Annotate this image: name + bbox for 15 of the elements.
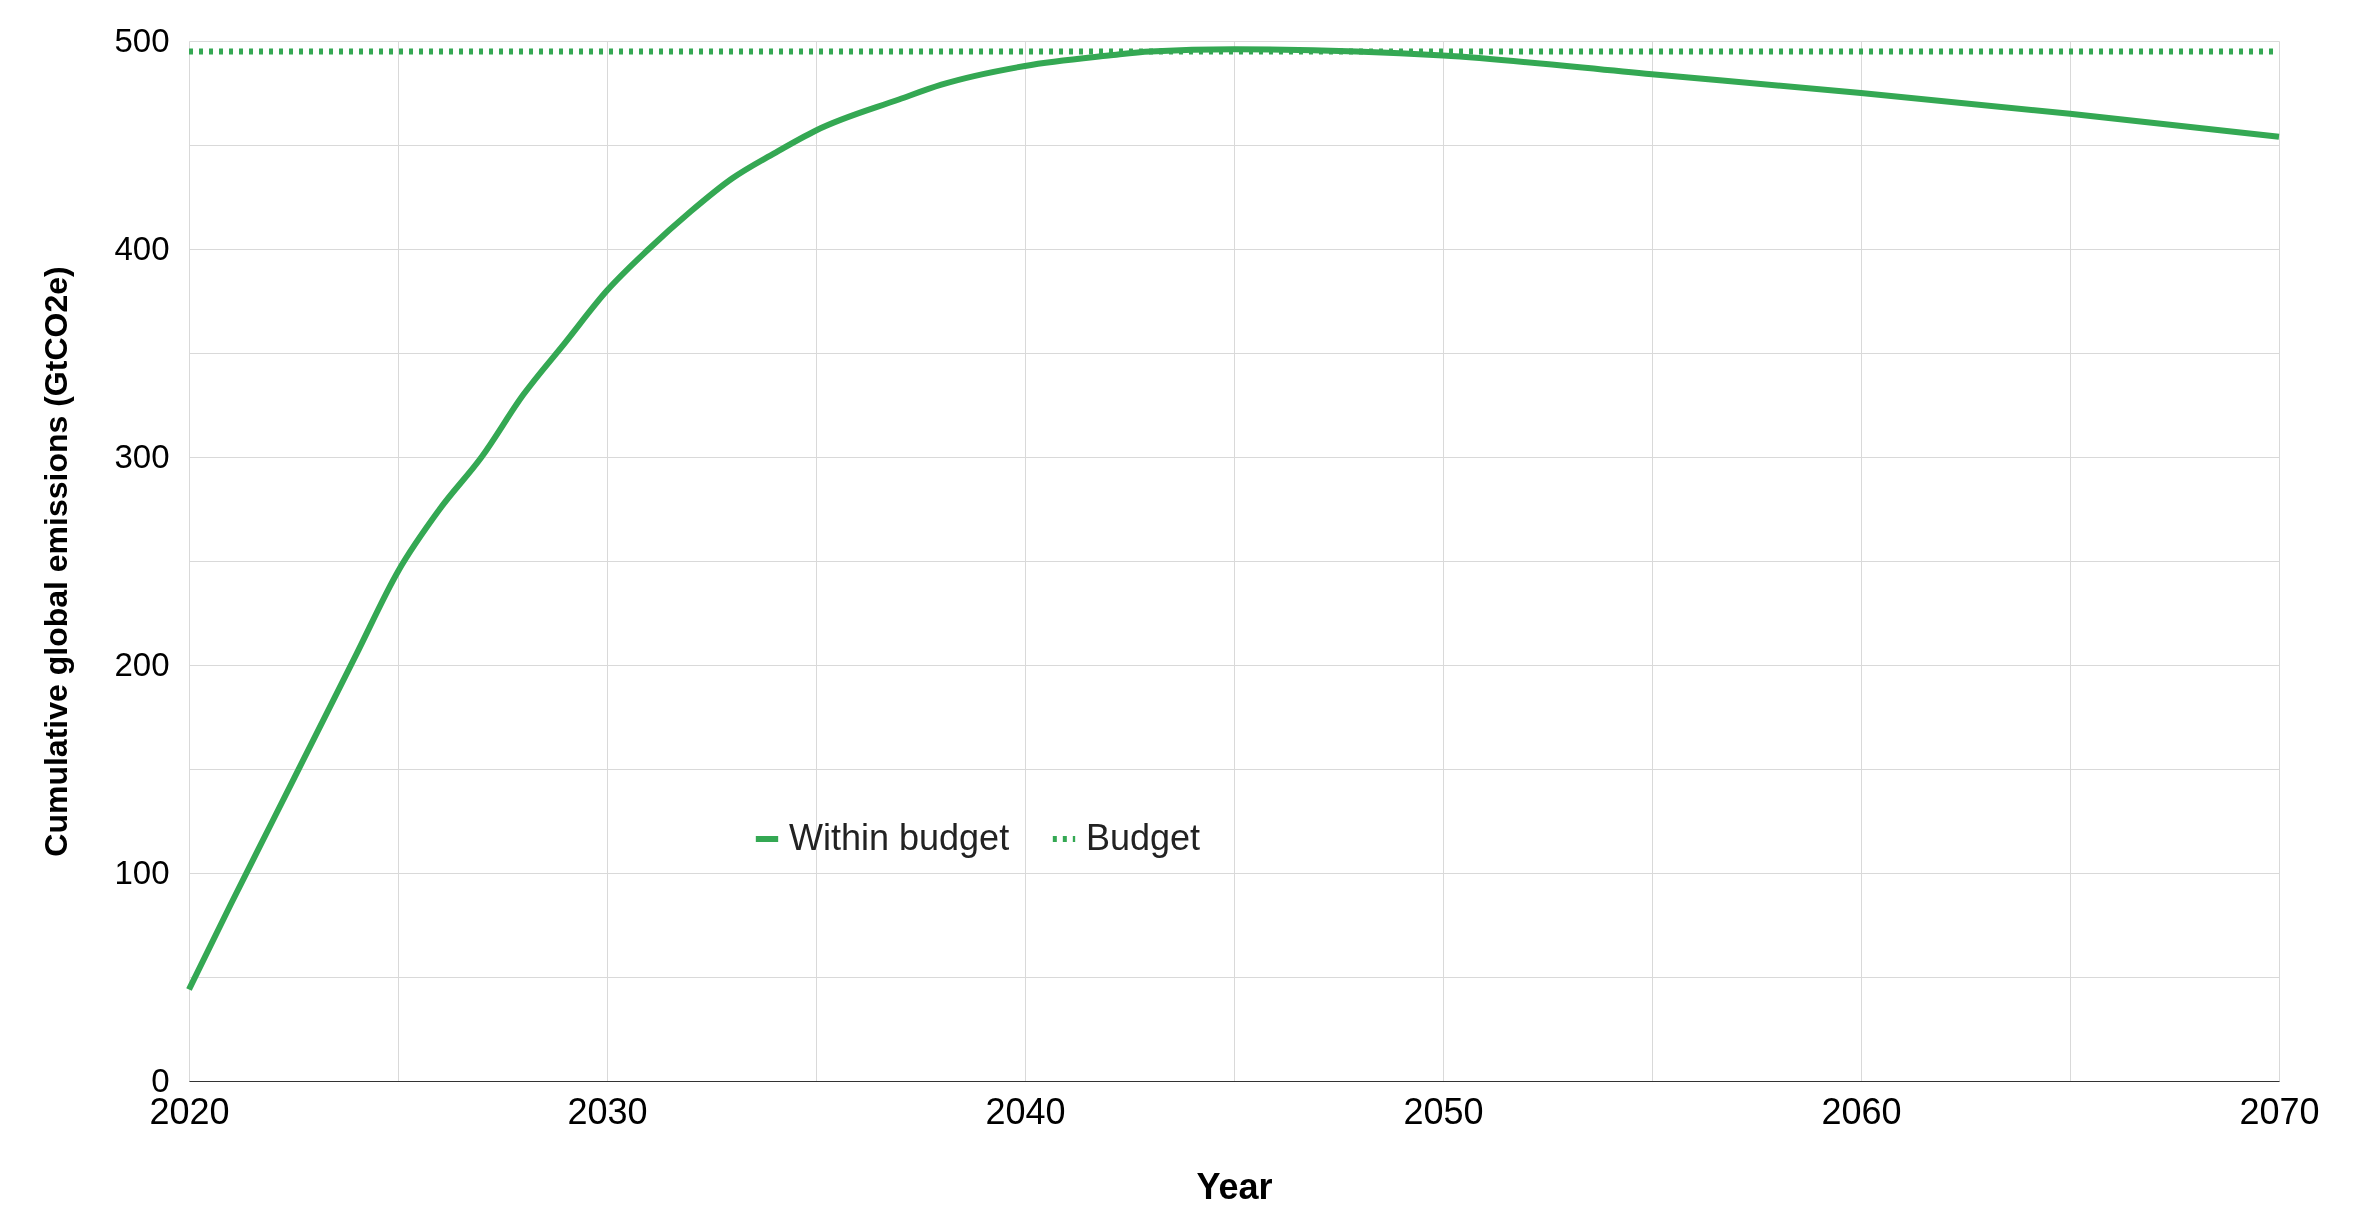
x-tick-label: 2040 xyxy=(985,1090,1066,1132)
x-axis-title: Year xyxy=(1196,1165,1273,1207)
y-tick-label: 100 xyxy=(114,853,170,891)
x-tick-label: 2060 xyxy=(1821,1090,1902,1132)
x-tick-label: 2030 xyxy=(567,1090,648,1132)
y-axis-title: Cumulative global emissions (GtCO2e) xyxy=(38,266,75,857)
y-tick-label: 400 xyxy=(114,229,170,267)
y-tick-label: 500 xyxy=(114,21,170,59)
y-tick-label: 200 xyxy=(114,645,170,683)
x-tick-label: 2050 xyxy=(1403,1090,1484,1132)
y-tick-label: 0 xyxy=(151,1061,170,1099)
legend-label: Within budget xyxy=(789,817,1010,858)
x-tick-label: 2070 xyxy=(2239,1090,2320,1132)
legend-label: Budget xyxy=(1086,817,1201,858)
y-tick-label: 300 xyxy=(114,437,170,475)
